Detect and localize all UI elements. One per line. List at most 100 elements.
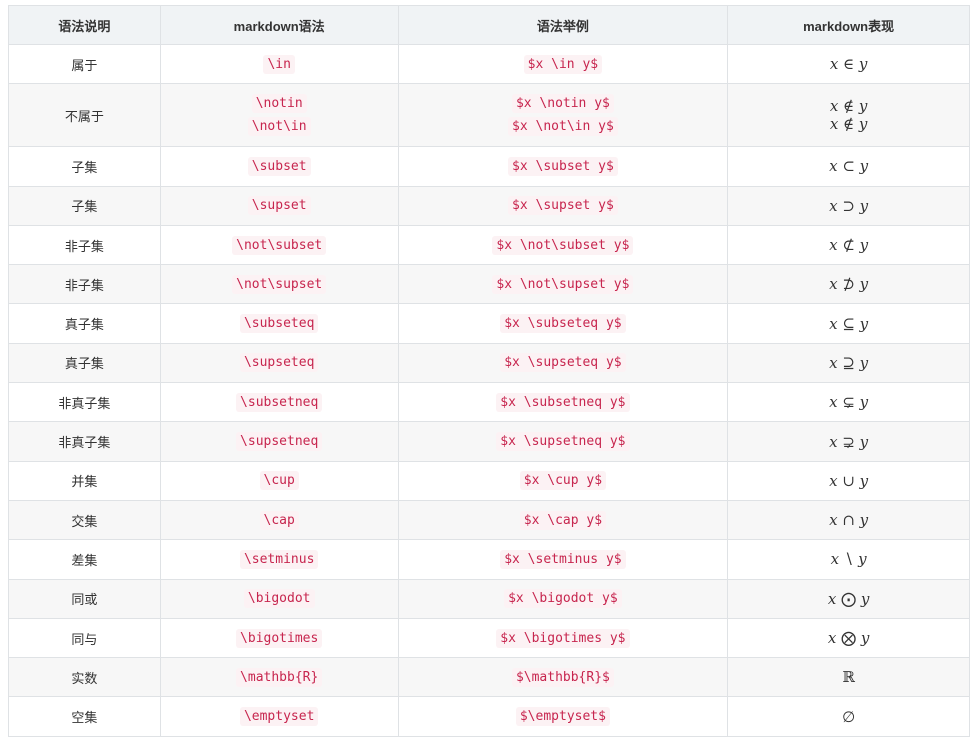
cell-syntax: \supseteq (159, 342, 399, 384)
code-snippet: \in (263, 54, 295, 74)
cell-syntax: \bigodot (159, 578, 399, 619)
cell-render: x ⊊ y (727, 382, 970, 423)
code-snippet: \mathbb{R} (236, 667, 323, 687)
code-snippet: $x \not\supset y$ (492, 274, 634, 294)
cell-syntax: \supset (159, 185, 399, 226)
math-render: x ∉ y (829, 97, 868, 116)
cell-example: $x \not\supset y$ (397, 264, 729, 305)
cell-desc: 属于 (8, 43, 161, 85)
table-row: 非子集 \not\supset $x \not\supset y$ x ⊅ y (8, 264, 970, 305)
cell-example: $x \notin y$ $x \not\in y$ (397, 83, 729, 148)
table-row: 真子集 \supseteq $x \supseteq y$ x ⊇ y (8, 342, 970, 384)
table-row: 不属于 \notin \not\in $x \notin y$ $x \not\in y… (8, 83, 970, 148)
math-render: x ∉ y (829, 115, 868, 134)
cell-render: x ∪ y (727, 460, 970, 501)
cell-desc: 非子集 (8, 224, 161, 266)
code-snippet: $x \subseteq y$ (500, 314, 626, 334)
math-render: x ∖ y (830, 550, 867, 569)
cell-example: $x \setminus y$ (397, 539, 729, 580)
header-desc: 语法说明 (8, 5, 161, 45)
code-snippet: \supset (247, 196, 311, 216)
table-row: 子集 \supset $x \supset y$ x ⊃ y (8, 185, 970, 226)
table-row: 真子集 \subseteq $x \subseteq y$ x ⊆ y (8, 303, 970, 344)
header-render: markdown表现 (727, 5, 970, 45)
code-snippet: $x \cup y$ (519, 471, 607, 491)
cell-desc: 非真子集 (8, 382, 161, 423)
math-render: x ⊅ y (829, 275, 869, 294)
cell-example: $x \supseteq y$ (397, 342, 729, 384)
math-render: x ⊂ y (829, 157, 869, 176)
code-snippet: $x \not\in y$ (508, 117, 618, 137)
cell-desc: 非真子集 (8, 421, 161, 462)
code-snippet: $x \subset y$ (508, 156, 618, 176)
cell-desc: 同与 (8, 617, 161, 659)
cell-syntax: \cup (159, 460, 399, 501)
cell-example: $\mathbb{R}$ (397, 657, 729, 698)
code-snippet: $x \cap y$ (519, 510, 607, 530)
cell-render: x ∖ y (727, 539, 970, 580)
table-row: 子集 \subset $x \subset y$ x ⊂ y (8, 146, 970, 187)
code-snippet: \not\supset (232, 274, 327, 294)
table-row: 属于 \in $x \in y$ x ∈ y (8, 43, 970, 85)
cell-render: x ⊇ y (727, 342, 970, 384)
code-snippet: \not\subset (232, 235, 327, 255)
table-row: 非子集 \not\subset $x \not\subset y$ x ⊄ y (8, 224, 970, 266)
cell-syntax: \not\supset (159, 264, 399, 305)
cell-example: $x \cap y$ (397, 499, 729, 541)
code-snippet: \cap (259, 510, 299, 530)
cell-syntax: \mathbb{R} (159, 657, 399, 698)
cell-example: $x \bigotimes y$ (397, 617, 729, 659)
cell-render: x ⊄ y (727, 224, 970, 266)
code-snippet: \emptyset (239, 707, 319, 727)
code-snippet: $\emptyset$ (515, 707, 610, 727)
table-row: 实数 \mathbb{R} $\mathbb{R}$ ℝ (8, 657, 970, 698)
code-snippet: \bigotimes (236, 628, 323, 648)
cell-render: x ⊋ y (727, 421, 970, 462)
code-snippet: $x \bigodot y$ (504, 589, 622, 609)
header-syntax: markdown语法 (159, 5, 399, 45)
cell-syntax: \subset (159, 146, 399, 187)
header-example: 语法举例 (397, 5, 729, 45)
code-snippet: \setminus (239, 549, 319, 569)
code-snippet: $x \supseteq y$ (500, 353, 626, 373)
cell-render: x ⊆ y (727, 303, 970, 344)
cell-desc: 差集 (8, 539, 161, 580)
cell-desc: 真子集 (8, 342, 161, 384)
table-row: 差集 \setminus $x \setminus y$ x ∖ y (8, 539, 970, 580)
cell-example: $x \supsetneq y$ (397, 421, 729, 462)
math-render: x ⊆ y (829, 314, 869, 333)
table-row: 交集 \cap $x \cap y$ x ∩ y (8, 499, 970, 541)
code-snippet: $\mathbb{R}$ (511, 667, 614, 687)
cell-render: x ⊅ y (727, 264, 970, 305)
cell-render: x ⊂ y (727, 146, 970, 187)
code-snippet: $x \in y$ (523, 54, 603, 74)
cell-syntax: \subsetneq (159, 382, 399, 423)
cell-example: $x \subset y$ (397, 146, 729, 187)
cell-render: ℝ (727, 657, 970, 698)
code-snippet: \subseteq (239, 314, 319, 334)
cell-syntax: \supsetneq (159, 421, 399, 462)
cell-example: $x \supset y$ (397, 185, 729, 226)
cell-desc: 实数 (8, 657, 161, 698)
cell-render: x ⨀ y (727, 578, 970, 619)
cell-desc: 空集 (8, 696, 161, 737)
math-render: x ⊄ y (829, 236, 869, 255)
cell-render: x ⨂ y (727, 617, 970, 659)
table-row: 空集 \emptyset $\emptyset$ ∅ (8, 696, 970, 737)
math-render: x ∩ y (829, 511, 869, 530)
cell-syntax: \bigotimes (159, 617, 399, 659)
math-render: x ⊃ y (829, 196, 869, 215)
math-render: ∅ (842, 707, 856, 726)
cell-example: $\emptyset$ (397, 696, 729, 737)
cell-desc: 不属于 (8, 83, 161, 148)
cell-example: $x \bigodot y$ (397, 578, 729, 619)
code-snippet: $x \notin y$ (511, 94, 614, 114)
header-row: 语法说明 markdown语法 语法举例 markdown表现 (8, 5, 970, 45)
code-snippet: \notin (251, 94, 307, 114)
cell-render: x ∈ y (727, 43, 970, 85)
code-snippet: \bigodot (243, 589, 315, 609)
cell-render: x ∩ y (727, 499, 970, 541)
cell-desc: 非子集 (8, 264, 161, 305)
math-render: x ⊇ y (829, 353, 869, 372)
